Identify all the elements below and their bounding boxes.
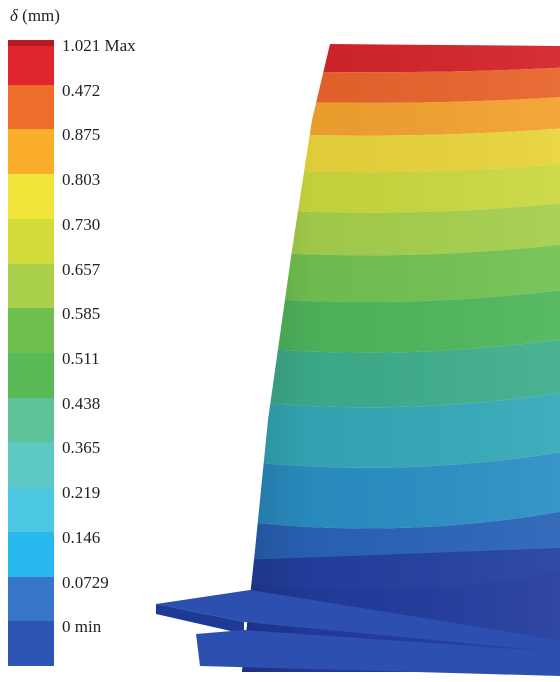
legend-swatch: [8, 487, 54, 532]
legend-swatch: [8, 531, 54, 577]
legend-swatch: [8, 263, 54, 309]
legend-label: 0.0729: [62, 572, 109, 592]
legend-label: 0.803: [62, 170, 101, 190]
blade-shading: [242, 44, 560, 672]
blade-platform: [156, 590, 560, 676]
legend-cap: [8, 40, 54, 46]
platform-top: [156, 590, 560, 652]
legend-label: 0.146: [62, 527, 101, 547]
legend-swatch: [8, 218, 54, 264]
legend-label: 0 min: [62, 617, 102, 637]
legend-symbol: δ: [10, 6, 18, 25]
platform-edge: [156, 604, 244, 634]
legend-label: 0.585: [62, 304, 101, 324]
legend-swatch: [8, 397, 54, 443]
legend-label: 0.875: [62, 125, 101, 145]
legend-swatch: [8, 84, 54, 130]
legend-swatch: [8, 576, 54, 622]
legend-swatch: [8, 353, 54, 398]
legend-label: 0.219: [62, 483, 101, 503]
color-legend-bar: [8, 40, 54, 666]
legend-label: 0.438: [62, 393, 101, 413]
legend-swatch: [8, 174, 54, 219]
platform-base: [196, 630, 560, 676]
legend-label: 1.021 Max: [62, 36, 136, 55]
legend-swatch: [8, 46, 54, 85]
legend-title: δ (mm): [10, 6, 60, 26]
legend-swatch: [8, 442, 54, 488]
legend-swatch: [8, 308, 54, 353]
legend-label: 0.472: [62, 80, 101, 100]
legend-unit: (mm): [22, 6, 60, 25]
legend-label: 0.365: [62, 438, 101, 458]
legend-label: 0.730: [62, 214, 101, 234]
legend-swatch: [8, 129, 54, 175]
legend-swatch: [8, 621, 54, 666]
legend-label: 0.511: [62, 349, 100, 368]
legend-label: 0.657: [62, 259, 101, 279]
